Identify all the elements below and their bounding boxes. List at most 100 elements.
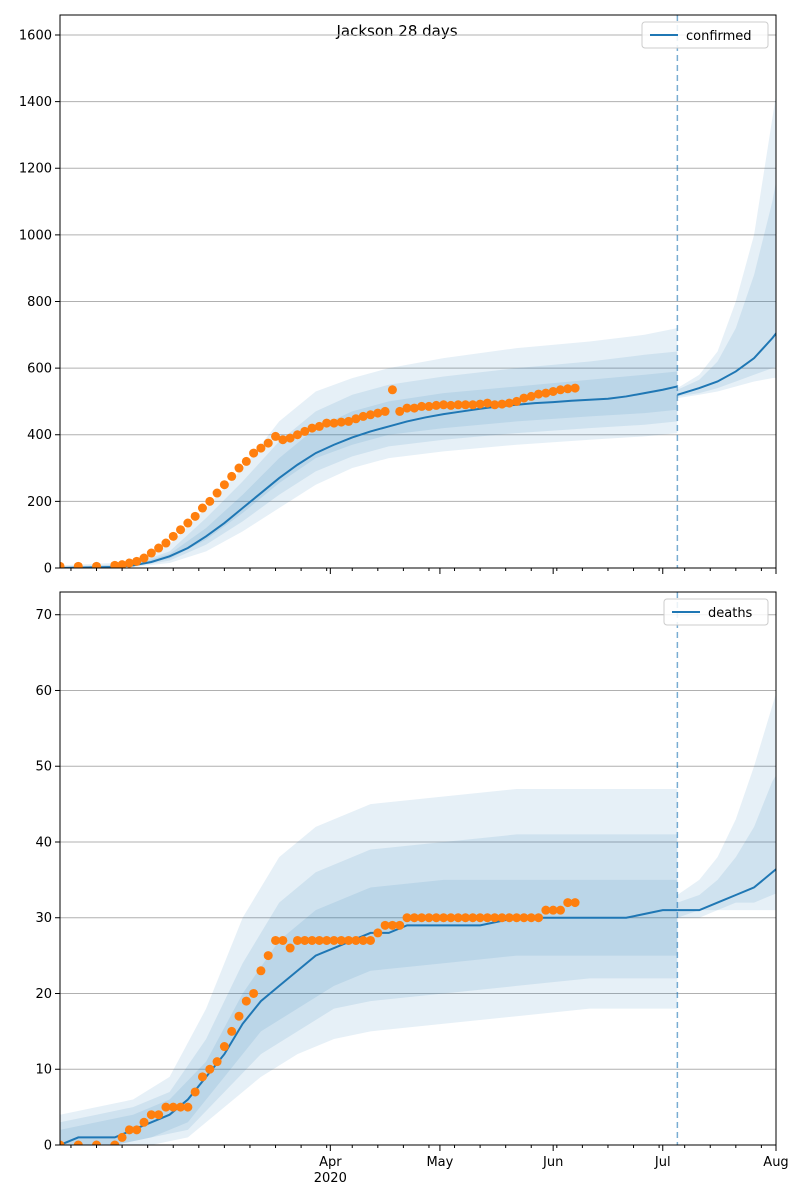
confirmed-panel: 0 200 400 600 800 1000 1200 1400 1600 confirmed [19,14,777,577]
observed-point [431,913,441,923]
y-tick-label: 10 [35,1063,52,1078]
observed-point [249,988,259,998]
observed-point [132,556,142,566]
observed-point [526,913,536,923]
observed-point [219,480,229,490]
observed-point [380,406,390,416]
observed-point [563,384,573,394]
observed-point [322,935,332,945]
observed-point [512,913,522,923]
observed-point [395,920,405,930]
uncertainty-band [60,351,678,568]
observed-point [234,1011,244,1021]
observed-point [60,561,65,568]
observed-point [482,913,492,923]
observed-point [322,418,332,428]
observed-point [285,433,295,443]
y-tick-label: 30 [35,911,52,926]
observed-point [161,538,171,548]
observed-point [292,935,302,945]
x-tick-label: May [426,1155,453,1170]
observed-point [336,417,346,427]
axes-frame [59,14,777,569]
observed-point [409,403,419,413]
observed-point [278,935,288,945]
observed-point [241,456,251,466]
legend-box [641,21,769,49]
observed-point [271,431,281,441]
observed-point [249,448,259,458]
uncertainty-band [677,94,776,399]
observed-point [176,525,186,535]
observed-point [132,1125,142,1135]
observed-point [183,518,193,528]
legend-label: deaths [708,606,753,621]
plot-area [60,592,776,1145]
observed-point [460,400,470,410]
observed-point [314,935,324,945]
observed-point [504,398,514,408]
observed-point [446,400,456,410]
observed-point [212,1057,222,1067]
observed-point [387,385,397,395]
observed-point [110,560,120,568]
observed-point [453,913,463,923]
observed-point [278,435,288,445]
observed-point [570,898,580,908]
observed-point [512,396,522,406]
observed-point [563,898,573,908]
x-tick-label: Aug [763,1155,788,1170]
x-tick-label: Jul [654,1155,671,1170]
y-tick-label: 1000 [19,228,52,243]
observed-point [227,471,237,481]
x-tick-year-label: 2020 [314,1171,347,1186]
observed-point [490,913,500,923]
observed-point [417,913,427,923]
x-tick-label: Jun [542,1155,563,1170]
plot-area [60,15,776,568]
observed-point [307,935,317,945]
observed-point [300,426,310,436]
observed-point [519,393,529,403]
y-tick-label: 0 [44,1139,52,1154]
forecast-line [677,867,776,912]
y-tick-label: 0 [44,562,52,577]
observed-point [358,935,368,945]
observed-point [197,503,207,513]
observed-point [534,913,544,923]
observed-point [197,1072,207,1082]
observed-point [146,548,156,558]
observed-point [300,935,310,945]
observed-point [519,913,529,923]
observed-point [366,935,376,945]
observed-point [73,561,83,568]
observed-point [183,1102,193,1112]
observed-point [117,1132,127,1142]
observed-point [285,943,295,953]
observed-point [139,553,149,563]
observed-point [373,408,383,418]
observed-point [534,389,544,399]
observed-point [92,1140,102,1145]
observed-point [205,1064,215,1074]
chart-title: Jackson 28 days [335,22,457,40]
observed-point [329,418,339,428]
observed-point [351,414,361,424]
observed-point [358,411,368,421]
observed-point [60,1140,65,1145]
uncertainty-band [677,775,776,918]
observed-point [431,400,441,410]
observed-point [219,1042,229,1052]
observed-point [497,399,507,409]
observed-point [271,935,281,945]
observed-point [555,905,565,915]
observed-point [168,1102,178,1112]
observed-point [227,1026,237,1036]
observed-point [460,913,470,923]
uncertainty-band [677,181,776,397]
uncertainty-band [60,371,678,568]
observed-point [402,403,412,413]
observed-point [373,928,383,938]
observed-point [402,913,412,923]
